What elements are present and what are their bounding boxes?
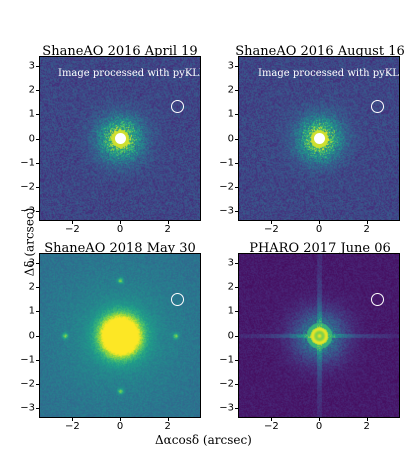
x-tick-label: 2 [363,224,370,235]
panel-title: ShaneAO 2018 May 30 [44,241,196,256]
y-tick-mark [36,89,39,91]
x-tick-mark [72,418,74,421]
y-tick-label: 3 [227,257,234,269]
psf-image [239,254,399,417]
panel-title: ShaneAO 2016 April 19 [42,44,198,59]
x-tick-mark [120,221,121,224]
y-tick-mark [36,187,39,189]
y-tick-mark [235,211,238,213]
y-tick-mark [36,138,39,140]
y-tick-mark [36,114,39,116]
x-tick-mark [120,418,121,421]
y-tick-label: 3 [28,60,35,72]
y-tick-label: 2 [28,84,35,96]
y-tick-mark [36,335,39,337]
y-tick-label: 2 [227,84,234,96]
x-tick-mark [319,418,320,421]
psf-image [40,254,200,417]
x-tick-label: −2 [263,421,279,432]
y-tick-mark [36,408,39,410]
y-tick-mark [235,359,238,361]
x-tick-mark [366,418,368,421]
y-tick-mark [36,311,39,313]
y-tick-mark [235,89,238,91]
x-tick-label: 0 [315,421,323,432]
y-tick-label: −2 [20,378,35,390]
x-tick-mark [271,418,273,421]
x-tick-label: −2 [64,224,80,235]
processing-note: Image processed with pyKLIP [58,68,201,79]
image-panel: Image processed with pyKLIP [238,56,400,221]
y-tick-label: 2 [227,281,234,293]
y-tick-mark [235,335,238,337]
central-mask-dot [314,133,325,144]
y-tick-mark [36,262,39,264]
x-tick-mark [271,221,273,224]
y-tick-mark [36,211,39,213]
companion-circle-marker [171,293,184,306]
y-tick-label: 3 [227,60,234,72]
y-tick-label: 0 [227,330,234,341]
y-tick-label: 1 [227,108,234,120]
y-tick-mark [36,162,39,164]
x-tick-mark [319,221,320,224]
x-tick-label: 0 [315,224,323,235]
central-mask-dot [115,133,126,144]
x-tick-label: 2 [363,421,370,432]
y-tick-label: −1 [20,157,35,169]
y-tick-label: −1 [219,157,234,169]
x-tick-label: 0 [116,224,124,235]
y-tick-label: 1 [28,108,35,120]
y-tick-mark [235,162,238,164]
y-tick-mark [235,114,238,116]
companion-circle-marker [371,100,384,113]
y-tick-label: −3 [20,205,35,217]
y-tick-mark [36,286,39,288]
y-tick-label: 0 [227,133,234,144]
y-tick-label: 1 [227,305,234,317]
x-axis-label: Δαcosδ (arcsec) [155,433,252,447]
companion-circle-marker [171,100,184,113]
y-tick-label: 3 [28,257,35,269]
x-tick-mark [72,221,74,224]
x-tick-label: 0 [116,421,124,432]
y-tick-mark [235,262,238,264]
y-tick-mark [235,65,238,67]
y-tick-mark [36,384,39,386]
processing-note: Image processed with pyKLIP [258,68,400,79]
panel-title: PHARO 2017 June 06 [249,241,391,256]
y-tick-mark [36,65,39,67]
y-tick-mark [235,311,238,313]
y-tick-label: 1 [28,305,35,317]
x-tick-mark [366,221,368,224]
x-tick-label: −2 [263,224,279,235]
x-tick-mark [167,221,169,224]
x-tick-label: 2 [164,224,171,235]
image-panel [39,253,201,418]
y-tick-mark [235,408,238,410]
y-tick-label: −3 [219,205,234,217]
y-tick-label: 0 [28,330,35,341]
x-tick-mark [167,418,169,421]
y-tick-mark [235,286,238,288]
y-tick-label: 0 [28,133,35,144]
y-tick-label: −2 [219,181,234,193]
x-tick-label: 2 [164,421,171,432]
y-tick-label: −1 [219,354,234,366]
y-tick-label: 2 [28,281,35,293]
y-tick-mark [235,138,238,140]
image-panel: Image processed with pyKLIP [39,56,201,221]
companion-circle-marker [371,293,384,306]
y-tick-label: −3 [219,402,234,414]
y-tick-mark [235,187,238,189]
y-tick-mark [235,384,238,386]
panel-title: ShaneAO 2016 August 16 [235,44,405,59]
image-panel [238,253,400,418]
y-tick-label: −2 [20,181,35,193]
y-tick-mark [36,359,39,361]
y-tick-label: −3 [20,402,35,414]
y-tick-label: −2 [219,378,234,390]
y-tick-label: −1 [20,354,35,366]
x-tick-label: −2 [64,421,80,432]
